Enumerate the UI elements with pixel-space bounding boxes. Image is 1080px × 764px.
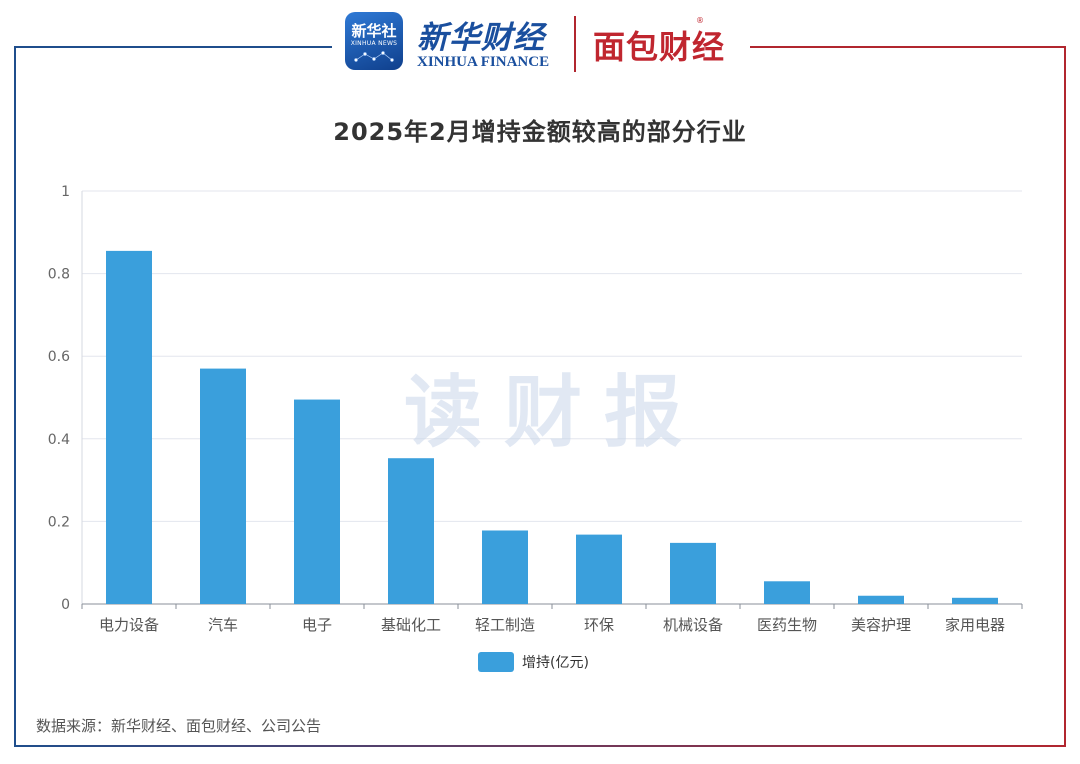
bar [388,458,434,604]
x-tick-label: 基础化工 [381,616,441,634]
y-tick-label: 0.4 [48,432,70,448]
registered-mark: ® [696,16,704,25]
bar [294,399,340,604]
network-dots-icon [354,51,394,62]
legend-swatch [478,652,514,672]
frame-right-line [1064,47,1066,747]
y-tick-label: 0 [61,597,70,613]
header-logos: 新华社 XINHUA NEWS 新华财经 XINHUA FINANCE 面包财经… [345,10,740,74]
y-tick-label: 0.6 [48,349,70,365]
x-tick-label: 机械设备 [663,616,723,634]
bar [952,597,998,604]
x-tick-label: 医药生物 [757,616,817,634]
frame-top-right-line [750,46,1066,48]
bar [858,595,904,604]
mianbao-finance-logo: 面包财经 [593,28,726,66]
bar [576,534,622,604]
y-tick-label: 0.2 [48,514,70,530]
x-tick-label: 美容护理 [851,616,911,634]
frame-bottom-line [14,745,1066,747]
y-tick-label: 1 [61,184,70,200]
x-tick-label: 电子 [302,616,332,634]
bar [106,250,152,604]
bar [764,581,810,604]
frame-top-left-line [14,46,332,48]
x-tick-label: 汽车 [208,616,238,634]
logo-divider [574,16,576,72]
x-tick-label: 环保 [584,616,614,634]
x-tick-label: 家用电器 [945,616,1005,634]
x-tick-label: 轻工制造 [475,616,535,634]
frame-left-line [14,47,16,747]
xinhua-finance-logo-en: XINHUA FINANCE [417,54,550,70]
legend-label: 增持(亿元) [522,655,589,671]
xinhua-news-logo: 新华社 XINHUA NEWS [345,12,403,70]
data-source-note: 数据来源：新华财经、面包财经、公司公告 [36,717,322,735]
xinhua-finance-logo-cn: 新华财经 [417,20,545,56]
y-tick-label: 0.8 [48,267,70,283]
bar [482,530,528,604]
bar [670,542,716,604]
x-tick-label: 电力设备 [99,616,159,634]
xinhua-badge-cn: 新华社 [351,22,397,40]
xinhua-badge-en: XINHUA NEWS [350,40,398,47]
bar [200,368,246,604]
chart-title: 2025年2月增持金额较高的部分行业 [333,118,747,146]
